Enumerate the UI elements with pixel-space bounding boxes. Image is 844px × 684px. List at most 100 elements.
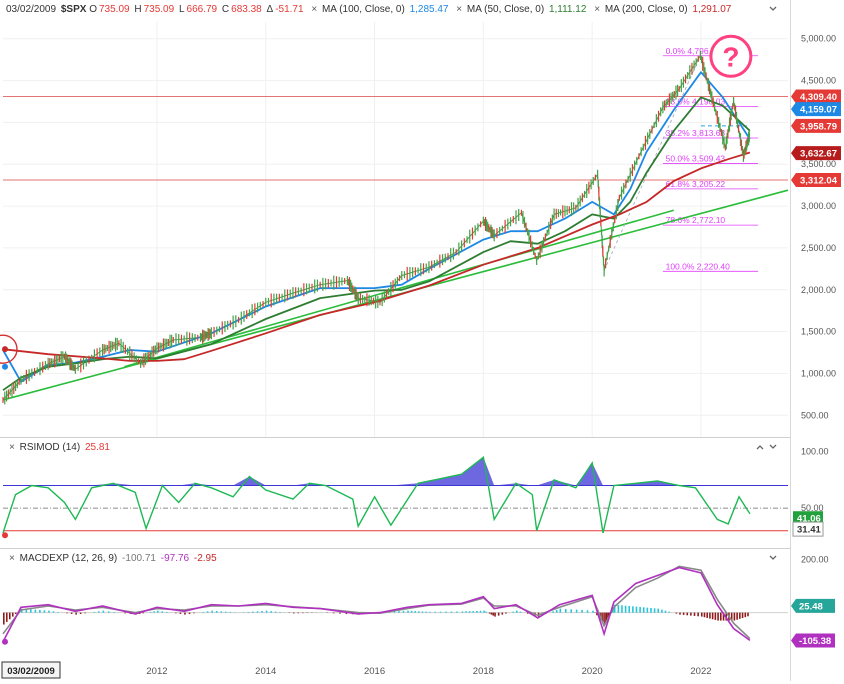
macd-histogram-bar: [57, 612, 59, 613]
macd-histogram-bar: [261, 611, 263, 613]
macd-histogram-bar: [35, 610, 37, 613]
price-tag-label: 4,309.40: [800, 92, 837, 103]
collapse-price-pane-chevron-down-icon[interactable]: [768, 4, 778, 17]
macd-histogram-bar: [39, 610, 41, 613]
macd-histogram-bar: [71, 613, 73, 614]
rsi-start-dot: [2, 532, 8, 538]
remove-macd-icon[interactable]: ×: [9, 553, 15, 564]
y-tick-label: 2,500.00: [801, 243, 836, 253]
rsi-overbought-fill: [3, 457, 750, 485]
y-tick-label: 5,000.00: [801, 34, 836, 44]
macd-histogram-bar: [679, 613, 681, 615]
macd-histogram-bar: [150, 612, 152, 613]
macd-histogram-bar: [556, 610, 558, 613]
price-tag-label: 3,958.79: [800, 121, 837, 132]
macd-histogram-bar: [632, 606, 634, 612]
macd-start-dot: [2, 639, 8, 645]
collapse-rsi-chevron-down-icon[interactable]: [768, 442, 778, 455]
macd-histogram-bar: [15, 613, 17, 614]
macd-histogram-bar: [12, 613, 14, 617]
macd-histogram-bar: [216, 611, 218, 613]
macd-histogram-bar: [180, 613, 182, 614]
macd-histogram-bar: [686, 613, 688, 616]
x-tick-label: 2012: [146, 666, 167, 677]
ma50-label: MA (50, Close, 0): [467, 4, 544, 15]
macd-histogram-bar: [175, 613, 177, 614]
macd-histogram-bar: [266, 611, 268, 613]
macd-histogram-bar: [587, 610, 589, 612]
macd-histogram-bar: [456, 611, 458, 612]
macd-histogram-bar: [403, 611, 405, 613]
macd-histogram-bar: [113, 612, 115, 613]
price-tag-label: 4,159.07: [800, 105, 837, 116]
macd-histogram-bar: [414, 611, 416, 613]
rsi-value-tag-label: 31.41: [797, 525, 821, 536]
x-tick-label: 2018: [473, 666, 494, 677]
macd-histogram-bar: [654, 608, 656, 612]
y-tick-label: 1,000.00: [801, 368, 836, 378]
macd-histogram-bar: [491, 613, 493, 615]
move-up-chevron-up-icon[interactable]: [755, 442, 765, 455]
macd-histogram-bar: [498, 613, 500, 616]
macd-histogram-bar: [48, 611, 50, 613]
macd-histogram-bar: [709, 613, 711, 619]
macd-histogram-bar: [339, 613, 341, 614]
macd-histogram-bar: [229, 612, 231, 613]
macd-histogram-bar: [53, 611, 55, 612]
series-line-ma-200-: [3, 153, 750, 361]
macd-histogram-bar: [501, 613, 503, 615]
macd-histogram-bar: [270, 611, 272, 613]
macd-histogram-bar: [44, 610, 46, 612]
open-label: O: [89, 4, 97, 15]
macd-value-tag-label: -105.38: [799, 636, 831, 647]
ma50-value: 1,111.12: [549, 4, 586, 15]
macd-histogram-bar: [739, 613, 741, 619]
macd-histogram-bar: [480, 611, 482, 613]
macd-histogram-bar: [592, 611, 594, 613]
macd-histogram-bar: [302, 613, 304, 614]
high-value: 735.09: [144, 4, 175, 15]
collapse-macd-chevron-down-icon[interactable]: [768, 553, 778, 566]
macd-histogram-bar: [429, 612, 431, 613]
macd-histogram-bar: [668, 612, 670, 613]
macd-histogram-bar: [398, 611, 400, 613]
remove-ma200-icon[interactable]: ×: [594, 4, 600, 15]
remove-ma50-icon[interactable]: ×: [456, 4, 462, 15]
ma100-value: 1,285.47: [410, 4, 449, 15]
macd-histogram-bar: [451, 612, 453, 613]
macd-histogram-bar: [30, 609, 32, 612]
legend-symbol: $SPX: [61, 4, 87, 15]
price-tag-label: 3,312.04: [800, 175, 838, 186]
fib-level-label: 50.0% 3,509.43: [666, 153, 726, 163]
macd-histogram-bar: [193, 613, 195, 614]
macd-histogram-bar: [153, 611, 155, 612]
ma200-label: MA (200, Close, 0): [605, 4, 688, 15]
macd-histogram-bar: [166, 612, 168, 613]
y-tick-label: 3,500.00: [801, 159, 836, 169]
macd-histogram-bar: [98, 611, 100, 612]
macd-histogram-bar: [445, 612, 447, 613]
macd-histogram-bar: [108, 611, 110, 612]
macd-histogram-bar: [211, 611, 213, 613]
macd-histogram-bar: [492, 613, 494, 616]
macd-histogram-bar: [734, 613, 736, 621]
macd-histogram-bar: [440, 612, 442, 613]
macd-histogram-bar: [189, 613, 191, 614]
macd-histogram-bar: [657, 609, 659, 613]
macd-histogram-bar: [252, 612, 254, 613]
rsi-y-tick-label: 100.00: [801, 447, 829, 457]
remove-ma100-icon[interactable]: ×: [311, 4, 317, 15]
macd-histogram-bar: [483, 611, 485, 613]
rsi-line: [3, 457, 750, 533]
macd-value-tag-label: 25.48: [799, 601, 823, 612]
rsi-label: RSIMOD (14): [20, 442, 81, 453]
macd-histogram-bar: [275, 612, 277, 613]
macd-histogram-bar: [736, 613, 738, 620]
macd-histogram-bar: [697, 613, 699, 617]
remove-rsi-icon[interactable]: ×: [9, 442, 15, 453]
change-value: -51.71: [275, 4, 303, 15]
trend-line: [124, 210, 673, 366]
macd-histogram-bar: [520, 612, 522, 613]
